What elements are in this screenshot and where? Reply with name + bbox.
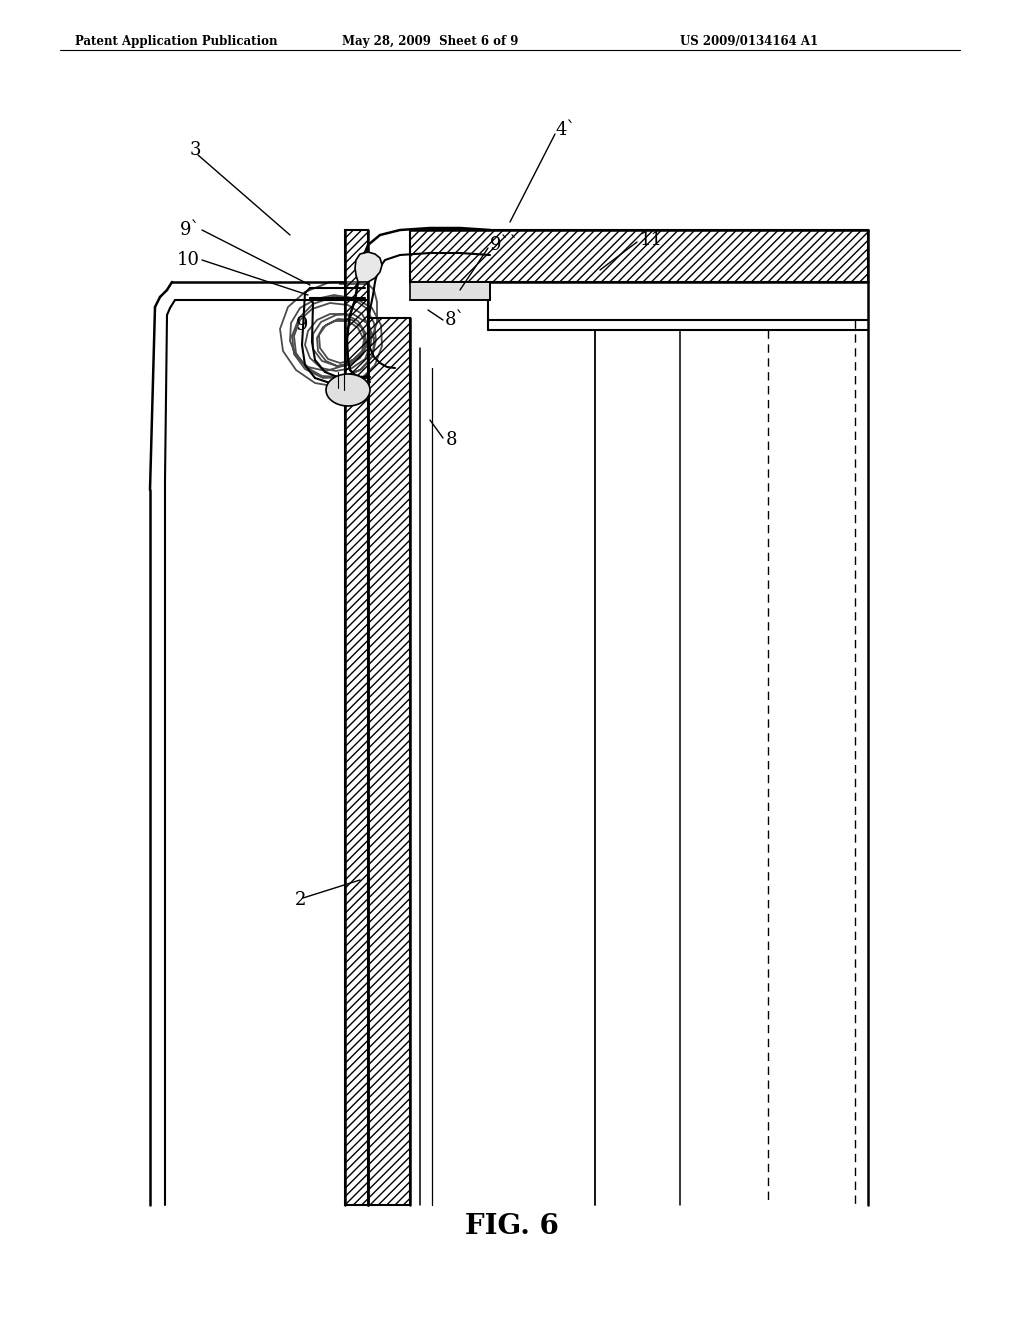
- Text: FIG. 6: FIG. 6: [465, 1213, 559, 1239]
- Text: 2: 2: [295, 891, 306, 909]
- Text: 10: 10: [177, 251, 200, 269]
- Text: 8`: 8`: [445, 312, 466, 329]
- Text: US 2009/0134164 A1: US 2009/0134164 A1: [680, 36, 818, 48]
- Text: 3: 3: [190, 141, 202, 158]
- Text: 9`: 9`: [179, 220, 200, 239]
- Polygon shape: [326, 374, 370, 407]
- Polygon shape: [345, 230, 368, 1205]
- Polygon shape: [368, 318, 410, 1205]
- Polygon shape: [410, 230, 868, 282]
- Polygon shape: [355, 252, 382, 282]
- Text: 8: 8: [446, 432, 458, 449]
- Text: 4`: 4`: [555, 121, 575, 139]
- Text: 9: 9: [296, 315, 308, 334]
- Text: May 28, 2009  Sheet 6 of 9: May 28, 2009 Sheet 6 of 9: [342, 36, 518, 48]
- Text: Patent Application Publication: Patent Application Publication: [75, 36, 278, 48]
- Polygon shape: [410, 282, 490, 300]
- Text: 11: 11: [640, 231, 663, 249]
- Text: 9``: 9``: [490, 236, 519, 253]
